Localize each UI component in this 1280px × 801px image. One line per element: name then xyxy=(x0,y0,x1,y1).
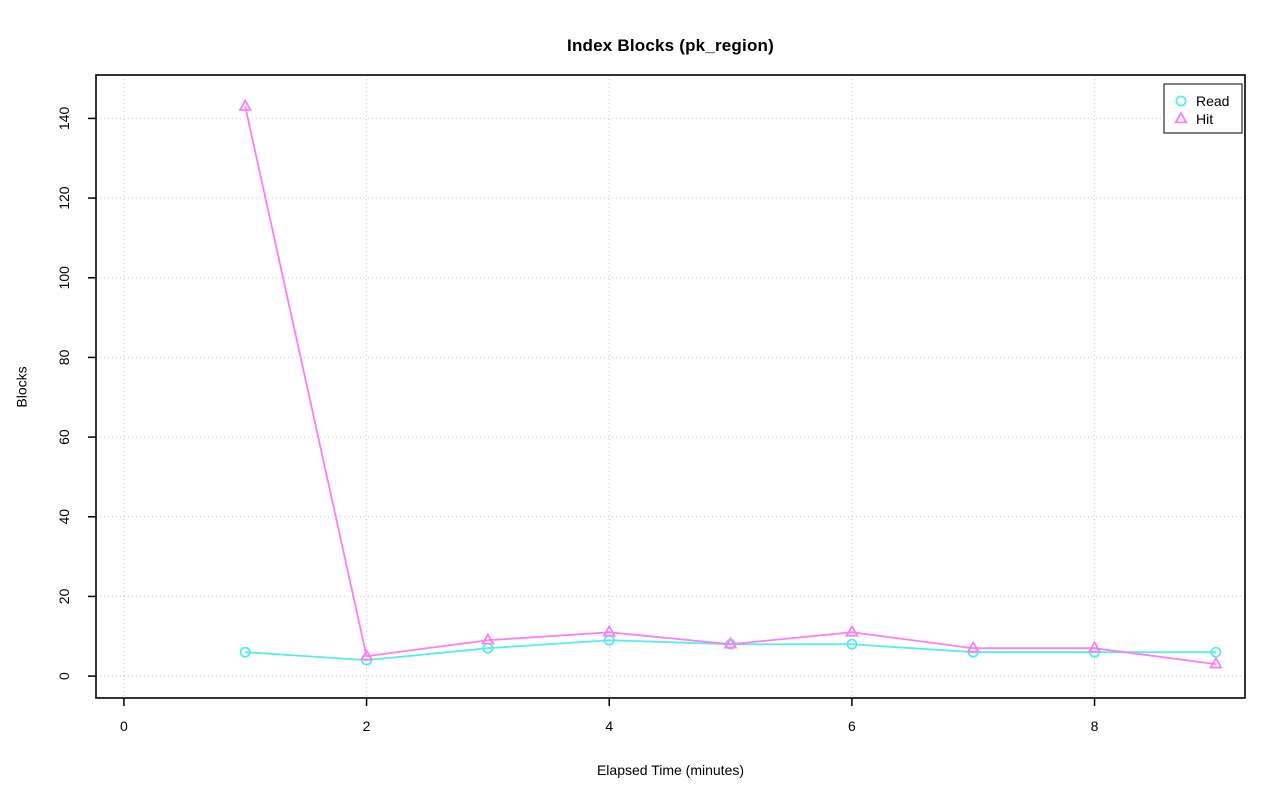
legend-label: Hit xyxy=(1196,111,1213,127)
y-tick-label: 60 xyxy=(56,429,72,445)
legend: Read Hit xyxy=(1163,83,1243,134)
x-tick-label: 2 xyxy=(363,718,371,734)
x-tick-label: 8 xyxy=(1091,718,1099,734)
y-axis-title: Blocks xyxy=(13,366,30,408)
x-axis-title: Elapsed Time (minutes) xyxy=(596,762,745,778)
y-tick-label: 0 xyxy=(56,672,72,680)
y-tick-label: 20 xyxy=(56,588,72,604)
x-tick-label: 4 xyxy=(605,718,613,734)
x-tick-label: 6 xyxy=(848,718,856,734)
legend-label: Read xyxy=(1196,93,1229,109)
y-tick-label: 80 xyxy=(56,349,72,365)
series-hit xyxy=(238,98,1223,669)
x-tick-label: 0 xyxy=(120,718,128,734)
y-tick-label: 40 xyxy=(56,509,72,525)
gridlines xyxy=(96,75,1245,698)
y-tick-label: 140 xyxy=(56,107,72,131)
plot-frame xyxy=(95,74,1246,699)
y-axis-ticks: 0 20 40 60 80 100 120 140 xyxy=(56,107,96,680)
chart-title: Index Blocks (pk_region) xyxy=(567,36,774,55)
y-tick-label: 120 xyxy=(56,186,72,210)
x-axis-ticks: 0 2 4 6 8 xyxy=(120,698,1099,734)
y-tick-label: 100 xyxy=(56,266,72,290)
